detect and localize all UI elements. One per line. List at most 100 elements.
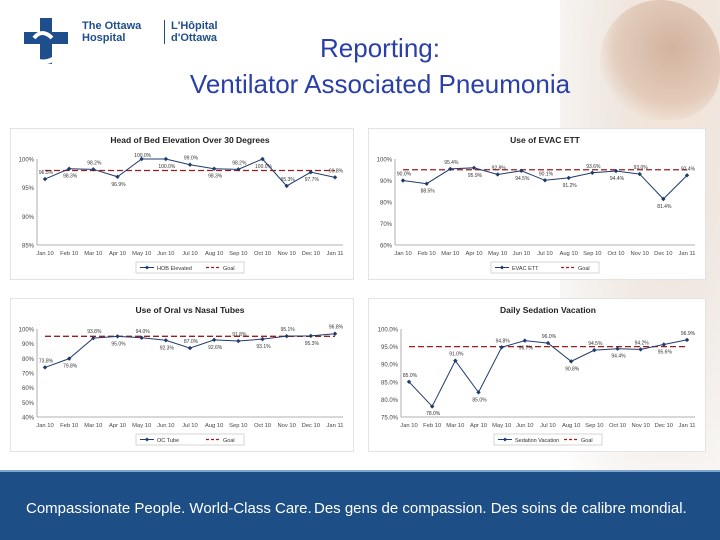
chart-panel-hob: Head of Bed Elevation Over 30 Degrees 100… <box>10 128 354 280</box>
x-tick-label: Mar 10 <box>84 251 102 257</box>
hospital-cross-logo-icon <box>24 18 68 65</box>
data-label: 96.9% <box>681 331 696 337</box>
legend-series-marker <box>500 265 504 270</box>
y-tick-label: 60% <box>22 386 35 392</box>
data-point <box>66 356 72 361</box>
x-tick-label: May 10 <box>132 423 151 429</box>
x-tick-label: Jul 10 <box>540 423 555 429</box>
slide-title-line2: Ventilator Associated Pneumonia <box>189 69 571 99</box>
data-point <box>308 169 314 175</box>
x-tick-label: Feb 10 <box>60 423 78 429</box>
chart-panel-sedation: Daily Sedation Vacation 100.0% 95.0% 90.0% 8… <box>368 298 706 452</box>
data-point <box>590 170 595 175</box>
x-tick-label: Jul 10 <box>537 251 552 257</box>
data-label: 100.0% <box>255 164 273 170</box>
logo-text: The Ottawa Hospital L'Hôpital d'Ottawa <box>82 20 218 44</box>
legend-goal-label: Goal <box>581 438 593 444</box>
y-tick-label: 100.0% <box>378 328 399 334</box>
chart-title: Daily Sedation Vacation <box>500 305 596 315</box>
data-point <box>42 176 48 182</box>
x-tick-label: Dec 10 <box>302 423 320 429</box>
x-tick-label: Nov 10 <box>277 423 295 429</box>
x-tick-label: Jun 10 <box>516 423 533 429</box>
data-label: 88.5% <box>421 189 436 195</box>
legend-series-label: EVAC ETT <box>512 266 539 272</box>
legend-series-marker <box>503 437 507 442</box>
data-label: 98.3% <box>63 174 78 180</box>
y-tick-label: 85.0% <box>381 380 399 386</box>
y-tick-label: 90.0% <box>381 363 399 369</box>
logo-line1-en: The Ottawa <box>82 20 142 32</box>
data-point <box>115 334 120 339</box>
x-tick-label: Jan 11 <box>327 423 344 429</box>
data-point <box>284 183 289 189</box>
data-label: 92.4% <box>681 166 696 172</box>
data-label: 94.2% <box>635 340 650 346</box>
x-tick-label: Jun 10 <box>157 423 174 429</box>
x-tick-label: Jan 10 <box>400 423 417 429</box>
data-label: 98.2% <box>87 160 102 166</box>
legend-box <box>135 433 245 446</box>
data-label: 93.6% <box>586 164 601 170</box>
data-label: 91.2% <box>563 183 578 189</box>
data-point <box>66 166 72 171</box>
data-point <box>471 165 477 171</box>
x-tick-label: Jan 10 <box>394 251 411 257</box>
data-point <box>424 181 429 186</box>
logo-line1-fr: L'Hôpital <box>171 20 218 32</box>
data-label: 94.5% <box>515 176 530 182</box>
x-tick-label: Jan 10 <box>36 423 53 429</box>
data-point <box>236 338 241 344</box>
data-label: 95.1% <box>281 327 296 333</box>
data-label: 78.0% <box>426 411 441 417</box>
data-point <box>115 174 120 179</box>
y-tick-label: 95% <box>22 186 35 192</box>
x-tick-label: Apr 10 <box>109 423 126 429</box>
data-point <box>332 175 338 180</box>
data-label: 92.6% <box>208 345 223 351</box>
data-label: 95.3% <box>305 341 320 347</box>
footer-banner: Compassionate People. World-Class Care. … <box>0 470 720 540</box>
chart-evac-ett: Use of EVAC ETT 100% 90% 80% 70% 60%Jan 10 Feb… <box>377 135 696 274</box>
data-label: 100.0% <box>134 153 152 159</box>
data-label: 94.4% <box>611 354 626 360</box>
logo-line2-en: Hospital <box>82 32 126 44</box>
data-point <box>211 337 217 343</box>
x-tick-label: Mar 10 <box>84 423 102 429</box>
data-point <box>187 162 193 167</box>
x-tick-label: Sep 10 <box>585 423 603 429</box>
data-point <box>139 335 144 340</box>
y-tick-label: 90% <box>22 342 35 348</box>
data-label: 79.8% <box>63 364 78 370</box>
data-label: 93.0% <box>634 165 649 171</box>
x-tick-label: Jun 10 <box>513 251 530 257</box>
x-tick-label: Nov 10 <box>630 251 648 257</box>
data-point <box>684 173 690 178</box>
data-point <box>545 340 551 346</box>
x-tick-label: Jan 11 <box>679 423 696 429</box>
data-label: 92.3% <box>160 345 175 351</box>
x-tick-label: Mar 10 <box>446 423 464 429</box>
legend-series-label: OC Tube <box>157 438 179 444</box>
x-tick-label: Jul 10 <box>182 251 197 257</box>
x-tick-label: Nov 10 <box>277 251 295 257</box>
data-label: 94.4% <box>610 176 625 182</box>
data-label: 96.8% <box>329 168 344 174</box>
data-point <box>308 333 314 339</box>
data-point <box>522 338 528 343</box>
slide-title: Reporting: Ventilator Associated Pneumon… <box>100 30 660 102</box>
data-label: 98.3% <box>208 174 223 180</box>
y-tick-label: 70% <box>380 222 393 228</box>
x-tick-label: Sep 10 <box>229 423 247 429</box>
data-label: 91.0% <box>449 352 464 358</box>
data-point <box>613 168 619 174</box>
data-point <box>429 404 435 409</box>
x-tick-label: Feb 10 <box>60 251 78 257</box>
x-tick-label: Oct 10 <box>254 423 271 429</box>
data-point <box>499 345 504 350</box>
data-label: 87.0% <box>184 339 199 345</box>
x-tick-label: Aug 10 <box>205 251 223 257</box>
legend-box <box>135 261 245 274</box>
data-label: 81.4% <box>657 204 672 210</box>
data-label: 85.0% <box>403 373 418 379</box>
